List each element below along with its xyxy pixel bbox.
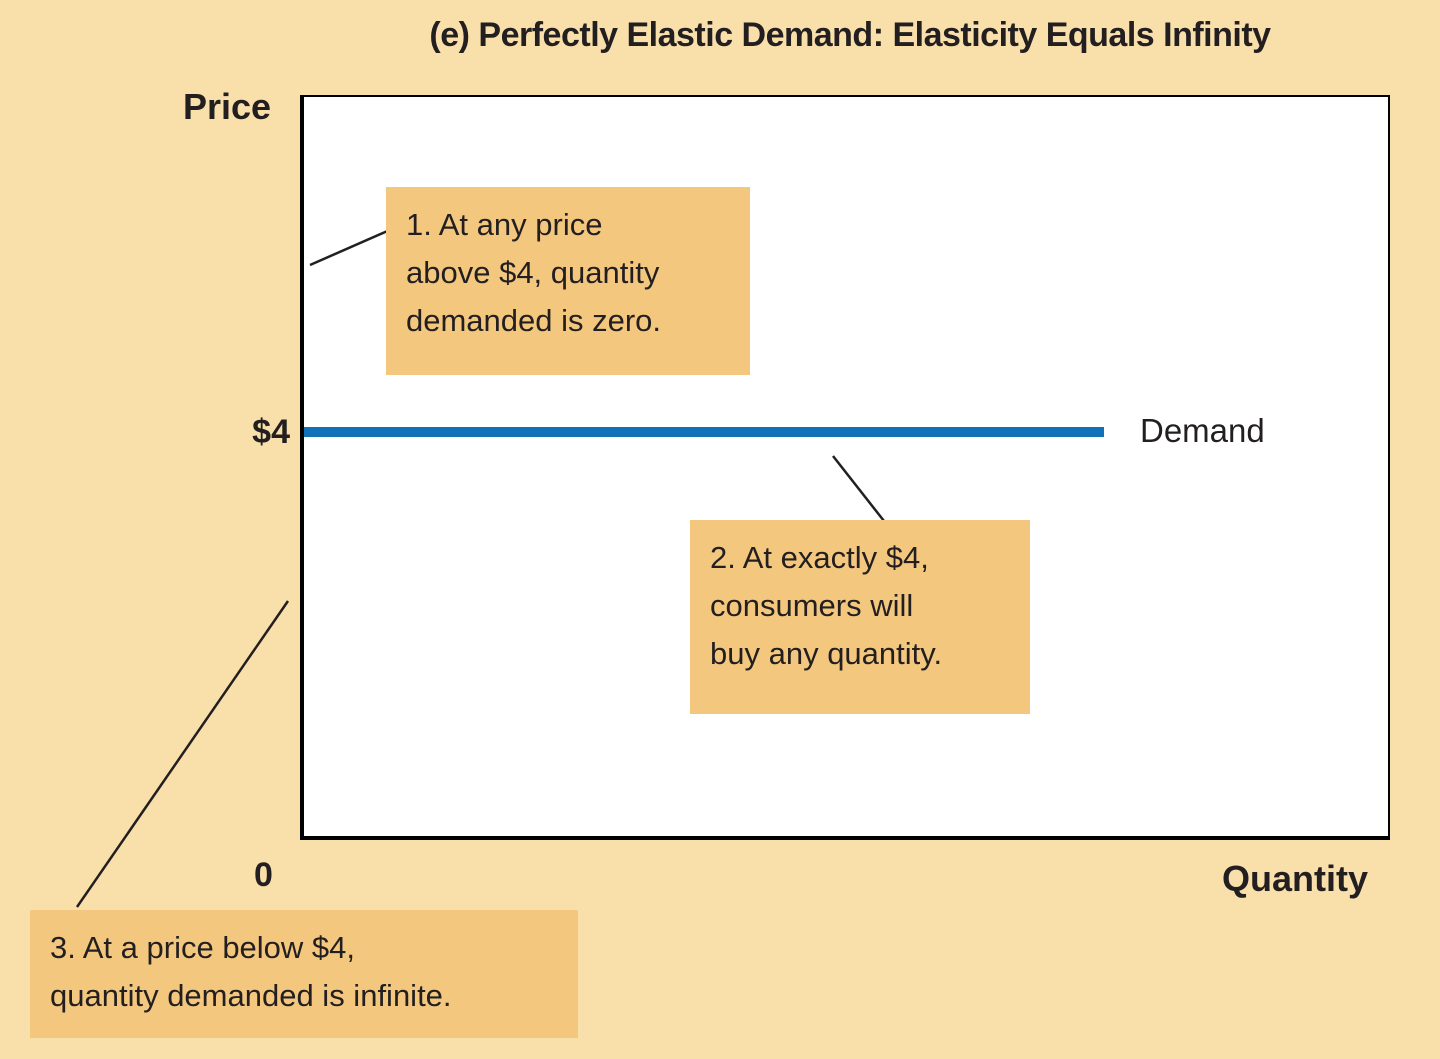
- demand-curve-label: Demand: [1140, 412, 1265, 449]
- annotation-below-price: 3. At a price below $4, quantity demande…: [30, 910, 578, 1038]
- x-axis-label: Quantity: [1222, 858, 1369, 899]
- price-tick-label: $4: [252, 413, 290, 451]
- chart-title: (e) Perfectly Elastic Demand: Elasticity…: [429, 16, 1271, 54]
- annotation-at-price: 2. At exactly $4, consumers will buy any…: [690, 520, 1030, 714]
- y-axis-label: Price: [183, 86, 272, 127]
- demand-curve: [304, 427, 1104, 437]
- origin-label: 0: [254, 856, 273, 894]
- annotation-above-price: 1. At any price above $4, quantity deman…: [386, 187, 750, 375]
